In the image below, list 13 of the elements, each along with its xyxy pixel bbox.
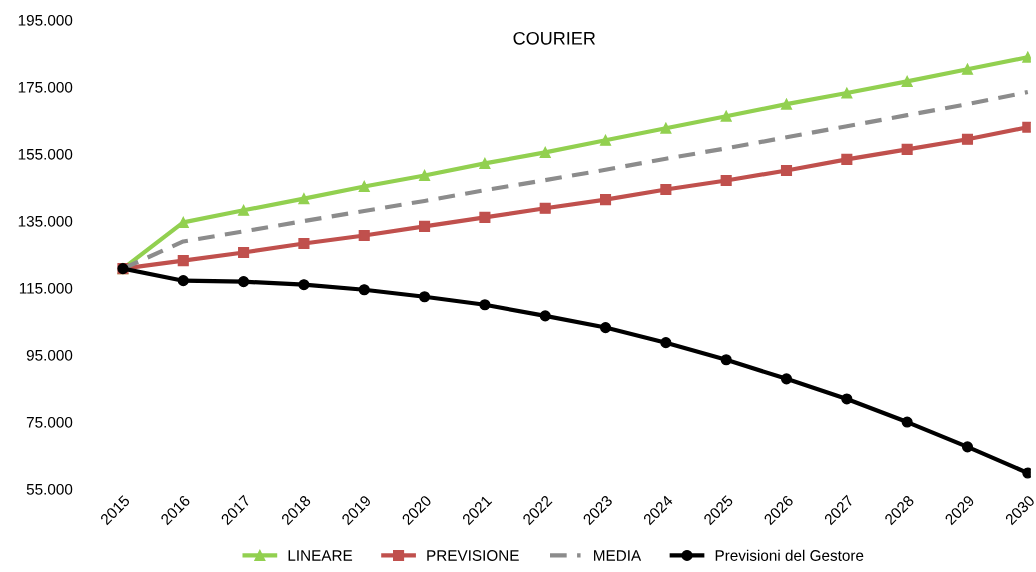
y-tick-label: 95.000 <box>26 349 73 361</box>
legend-label: Previsioni del Gestore <box>715 549 864 561</box>
y-tick-label: 75.000 <box>26 416 73 428</box>
y-tick-label: 175.000 <box>18 81 73 93</box>
y-tick-label: 195.000 <box>18 14 73 26</box>
y-tick-label: 135.000 <box>18 215 73 227</box>
chart-title: COURIER <box>513 31 596 45</box>
y-tick-label: 55.000 <box>26 483 73 495</box>
legend-label: MEDIA <box>594 550 642 561</box>
legend-label: PREVISIONE <box>427 550 519 561</box>
legend-label: LINEARE <box>288 550 353 561</box>
y-tick-label: 115.000 <box>19 282 73 294</box>
y-tick-label: 155.000 <box>18 148 73 160</box>
